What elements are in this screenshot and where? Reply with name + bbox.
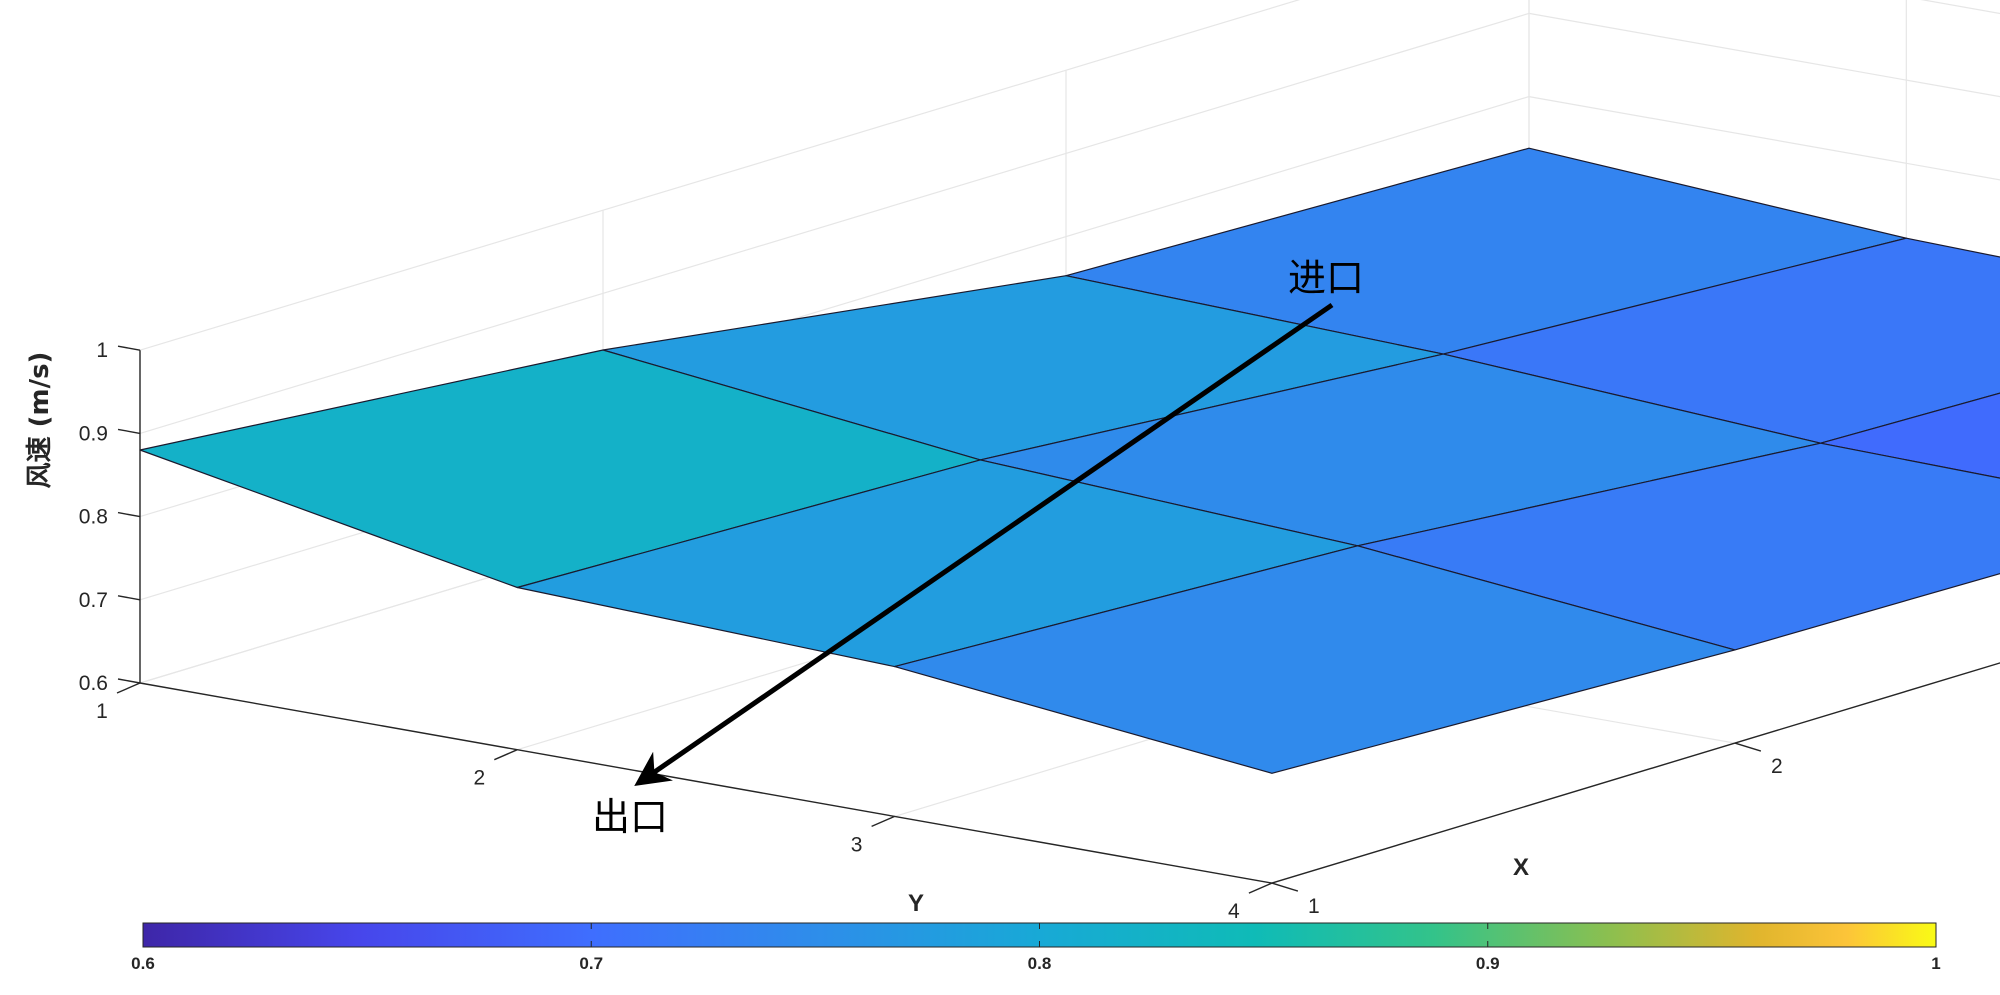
y-tick-mark <box>494 749 518 761</box>
y-axis-label: Y <box>908 890 924 917</box>
grid-line-z-back-y <box>1528 12 2000 98</box>
colorbar-ticks: 0.6 0.7 0.8 0.9 1 <box>131 923 1941 973</box>
x-tick-mark <box>1734 742 1762 752</box>
x-tick-label: 1 <box>1308 895 1320 918</box>
inlet-annotation: 进口 <box>1288 256 1364 300</box>
tick-labels: 0.60.70.80.9112341234 <box>79 339 1783 923</box>
z-tick-label: 0.9 <box>79 422 108 445</box>
grid-line-z-back-x <box>139 12 1530 434</box>
flow-arrow <box>634 302 1334 786</box>
surface-patches <box>139 147 2000 774</box>
y-tick-label: 4 <box>1228 900 1240 923</box>
x-axis-line <box>1271 662 2000 884</box>
z-tick-mark <box>117 595 141 601</box>
y-tick-label: 1 <box>96 700 108 723</box>
colorbar-tick-label: 0.9 <box>1476 954 1500 973</box>
y-tick-mark <box>1248 882 1273 894</box>
grid-line-z-back-y <box>1920 0 2000 15</box>
z-tick-label: 1 <box>96 339 108 362</box>
z-tick-label: 0.6 <box>79 672 108 695</box>
y-tick-label: 2 <box>473 767 485 790</box>
z-axis-label: 风速 (m/s) <box>25 352 55 489</box>
z-tick-label: 0.7 <box>79 589 108 612</box>
grid-line-z-back-y <box>1528 96 2000 181</box>
colorbar-tick-label: 0.7 <box>579 954 603 973</box>
z-tick-label: 0.8 <box>79 506 108 529</box>
x-tick-mark <box>1271 882 1299 892</box>
surface-patch <box>1819 392 2000 479</box>
y-axis-line <box>139 682 1273 884</box>
z-tick-mark <box>117 428 141 435</box>
x-tick-label: 2 <box>1771 755 1783 778</box>
y-tick-mark <box>116 682 141 694</box>
z-tick-mark <box>117 678 141 684</box>
colorbar-tick-label: 0.8 <box>1028 954 1052 973</box>
surface-patch <box>893 545 1736 774</box>
colorbar-tick-label: 0.6 <box>131 954 155 973</box>
z-tick-mark <box>117 345 141 351</box>
colorbar-tick-label: 1 <box>1931 954 1940 973</box>
y-tick-mark <box>871 815 895 828</box>
y-tick-label: 3 <box>851 833 863 856</box>
outlet-annotation: 出口 <box>592 795 668 839</box>
z-tick-mark <box>117 511 141 518</box>
grid-line-z-back-x <box>139 0 1301 351</box>
x-axis-label: X <box>1513 854 1529 881</box>
